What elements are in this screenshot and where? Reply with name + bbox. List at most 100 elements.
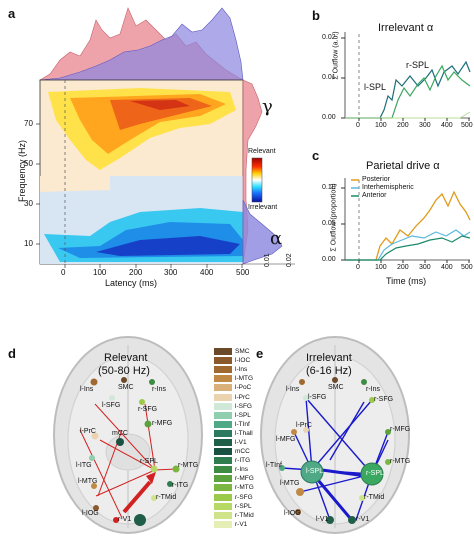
region-legend-item: r-SPL bbox=[214, 502, 270, 511]
posterior-line bbox=[345, 190, 471, 261]
d-node-l-ins: l-Ins bbox=[80, 386, 94, 393]
region-swatch bbox=[214, 484, 232, 492]
b-ytick-000: 0.00 bbox=[322, 114, 336, 121]
region-swatch bbox=[214, 438, 232, 446]
d-node-r-mfg: r-MFG bbox=[152, 420, 173, 427]
e-node-r-tmid: r-TMid bbox=[364, 494, 385, 501]
e-node-l-mfg: l-MFG bbox=[276, 436, 296, 443]
a-ytick-10: 10 bbox=[24, 239, 33, 248]
a-xtick-0: 0 bbox=[61, 268, 66, 277]
d-node-r-mtg: r-MTG bbox=[178, 462, 199, 469]
panel-b-plot bbox=[341, 32, 471, 121]
b-xtick-4: 400 bbox=[441, 122, 453, 129]
a-ytick-30: 30 bbox=[24, 199, 33, 208]
panel-b-letter: b bbox=[312, 8, 320, 23]
e-node-l-spl: l-SPL bbox=[306, 468, 324, 475]
d-node-r-sfg: r-SFG bbox=[138, 406, 158, 413]
region-legend-item: r-SFG bbox=[214, 493, 270, 502]
region-legend-item: r-Ins bbox=[214, 465, 270, 474]
e-node-l-tinf: l-TInf bbox=[266, 462, 282, 469]
a-rtick-2: 0.02 bbox=[286, 253, 293, 267]
panel-e-title-2: (6-16 Hz) bbox=[306, 365, 352, 377]
region-legend-item: l-MTG bbox=[214, 374, 270, 383]
region-legend-label: l-V1 bbox=[235, 438, 247, 446]
e-node-r-spl: r-SPL bbox=[366, 470, 384, 477]
region-legend-item: r-MTG bbox=[214, 483, 270, 492]
panel-b-ylabel: Σ Outflow (a.u.) bbox=[332, 31, 340, 80]
d-node-l-sfg: l-SFG bbox=[102, 402, 121, 409]
panel-a-heatmap bbox=[39, 79, 244, 265]
region-swatch bbox=[214, 402, 232, 410]
panel-c-xlabel: Time (ms) bbox=[386, 276, 427, 286]
a-xtick-1: 100 bbox=[93, 268, 107, 277]
e-node-r-ins: r-Ins bbox=[366, 386, 380, 393]
gamma-core bbox=[130, 100, 190, 110]
panel-d-letter: d bbox=[8, 346, 16, 361]
region-swatch bbox=[214, 420, 232, 428]
panel-e-letter: e bbox=[256, 346, 264, 361]
region-legend-label: SMC bbox=[235, 348, 250, 356]
a-ytick-70: 70 bbox=[24, 119, 33, 128]
e-node-r-v1: r-V1 bbox=[356, 516, 370, 523]
legend-posterior: Posterior bbox=[362, 176, 391, 183]
c-xtick-1: 100 bbox=[375, 264, 387, 271]
region-legend-item: l-V1 bbox=[214, 438, 270, 447]
r-spl-line bbox=[345, 64, 471, 119]
e-node-l-prc: l-PrC bbox=[296, 422, 312, 429]
region-legend-label: l-TInf bbox=[235, 420, 250, 428]
region-swatch bbox=[214, 448, 232, 456]
panel-b-title: Irrelevant α bbox=[378, 22, 434, 34]
region-legend-label: l-IOC bbox=[235, 357, 251, 365]
region-legend-item: l-Ins bbox=[214, 365, 270, 374]
d-node-r-ins: r-Ins bbox=[152, 386, 166, 393]
region-legend-item: r-MFG bbox=[214, 474, 270, 483]
b-xtick-0: 0 bbox=[356, 122, 360, 129]
colorbar-top-label: Relevant bbox=[248, 148, 276, 155]
d-node-l-itg: l-ITG bbox=[76, 462, 92, 469]
region-swatch bbox=[214, 457, 232, 465]
d-node-smc: SMC bbox=[118, 384, 134, 391]
a-ytick-50: 50 bbox=[24, 159, 33, 168]
region-legend: SMC l-IOC l-Ins l-MTG l-PoC l-PrC l-SFG l-SPL l-… bbox=[214, 347, 270, 529]
region-legend-item: l-SPL bbox=[214, 411, 270, 420]
panel-a-top-marginal bbox=[38, 7, 245, 81]
alpha-symbol: α bbox=[270, 228, 283, 249]
c-ytick-005: 0.05 bbox=[322, 220, 336, 227]
e-node-smc: SMC bbox=[328, 384, 344, 391]
region-legend-item: l-Thall bbox=[214, 429, 270, 438]
interhemispheric-line bbox=[345, 229, 471, 261]
d-node-r-spl: r-SPL bbox=[140, 458, 158, 465]
e-node-l-iog: l-IOG bbox=[284, 510, 301, 517]
region-swatch bbox=[214, 520, 232, 528]
gamma-symbol: γ bbox=[262, 96, 273, 117]
a-rtick-1: 0.01 bbox=[264, 253, 271, 267]
region-legend-label: l-PrC bbox=[235, 393, 250, 401]
region-swatch bbox=[214, 502, 232, 510]
panel-e-title-1: Irrelevant bbox=[306, 352, 352, 364]
colorbar-bottom-label: Irrelevant bbox=[248, 204, 278, 211]
d-node-l-iog: l-IOG bbox=[82, 510, 99, 517]
e-node-l-sfg: l-SFG bbox=[308, 394, 327, 401]
e-node-r-sfg: r-SFG bbox=[374, 396, 394, 403]
colorbar bbox=[251, 157, 263, 203]
a-xtick-3: 300 bbox=[164, 268, 178, 277]
c-xtick-5: 500 bbox=[461, 264, 473, 271]
irrelevant-marginal-area bbox=[39, 7, 244, 81]
b-xtick-2: 200 bbox=[397, 122, 409, 129]
e-node-l-ins: l-Ins bbox=[286, 386, 300, 393]
region-swatch bbox=[214, 493, 232, 501]
c-ytick-010: 0.10 bbox=[322, 184, 336, 191]
region-swatch bbox=[214, 384, 232, 392]
alpha-dark-region bbox=[96, 236, 240, 256]
region-legend-label: l-Ins bbox=[235, 366, 248, 374]
legend-anterior: Anterior bbox=[362, 192, 387, 199]
region-legend-item: mCC bbox=[214, 447, 270, 456]
region-swatch bbox=[214, 366, 232, 374]
panel-e-brain bbox=[260, 336, 410, 534]
d-node-r-itg: r-ITG bbox=[172, 482, 189, 489]
panel-d-brain bbox=[53, 336, 203, 534]
region-legend-label: l-SFG bbox=[235, 402, 252, 410]
a-xtick-5: 500 bbox=[236, 268, 250, 277]
region-legend-label: r-V1 bbox=[235, 520, 248, 528]
